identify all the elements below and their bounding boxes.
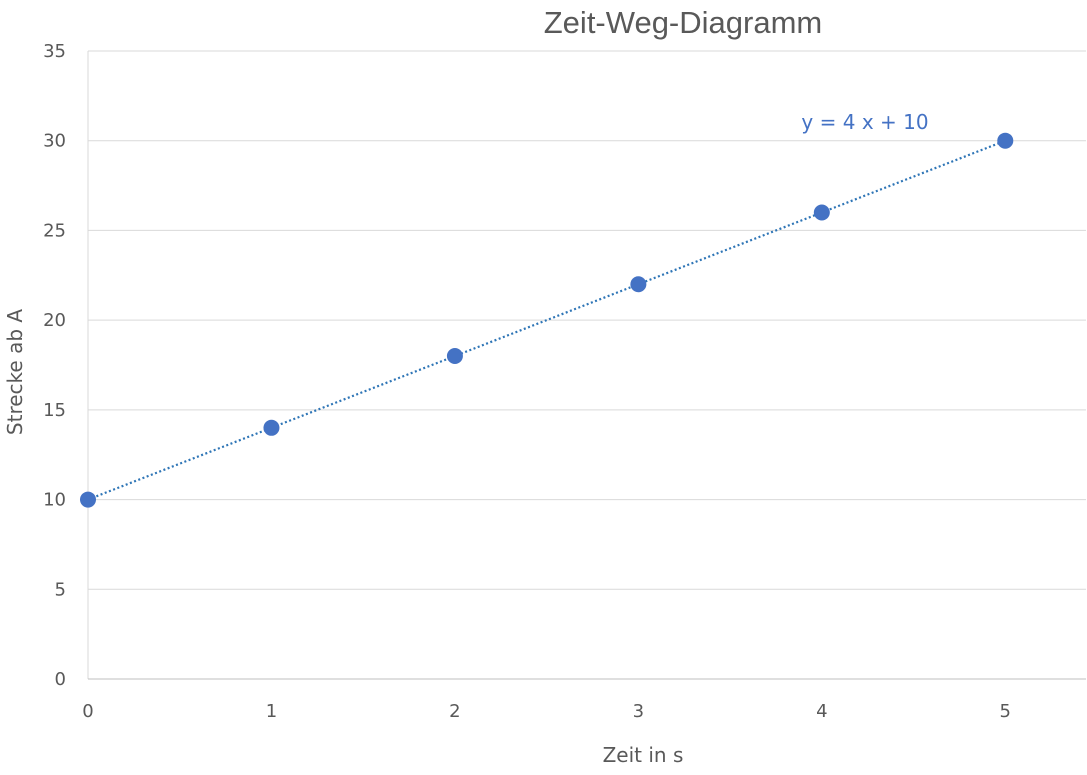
y-tick-labels: 0 5 10 15 20 25 30 35	[43, 41, 66, 690]
y-tick-label: 0	[55, 669, 66, 690]
x-tick-label: 2	[449, 701, 460, 722]
axes	[87, 51, 1086, 680]
y-tick-label: 20	[43, 310, 66, 331]
y-tick-label: 10	[43, 490, 66, 511]
data-point	[263, 419, 280, 436]
x-tick-label: 1	[266, 701, 277, 722]
x-axis-label: Zeit in s	[603, 743, 684, 767]
trendline-equation: y = 4 x + 10	[801, 110, 928, 134]
data-point	[446, 348, 463, 365]
y-tick-label: 15	[43, 400, 66, 421]
y-axis-label: Strecke ab A	[3, 309, 27, 435]
gridlines	[88, 50, 1086, 590]
x-tick-label: 5	[1000, 701, 1011, 722]
data-point	[813, 204, 830, 221]
data-points	[80, 132, 1014, 508]
trendline-line	[87, 139, 1006, 501]
x-tick-label: 4	[816, 701, 827, 722]
y-tick-label: 25	[43, 220, 66, 241]
x-tick-label: 0	[82, 701, 93, 722]
y-tick-label: 35	[43, 41, 66, 62]
x-tick-label: 3	[633, 701, 644, 722]
y-tick-label: 30	[43, 131, 66, 152]
trendline	[87, 139, 1006, 501]
data-point	[630, 276, 647, 293]
x-tick-labels: 0 1 2 3 4 5	[82, 701, 1011, 722]
y-tick-label: 5	[55, 579, 66, 600]
data-point	[997, 132, 1014, 149]
data-point	[80, 491, 96, 508]
chart-title: Zeit-Weg-Diagramm	[544, 5, 822, 40]
